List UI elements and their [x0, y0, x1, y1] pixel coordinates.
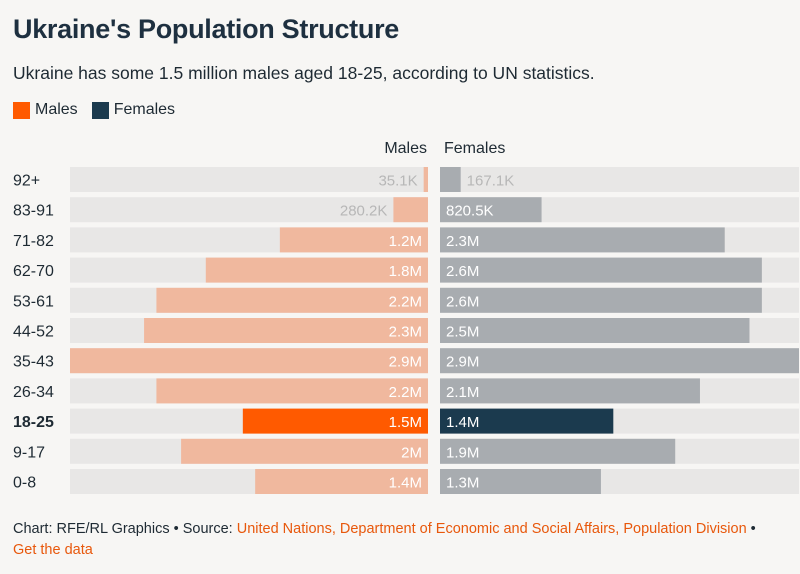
- female-value-label: 2.1M: [446, 384, 479, 401]
- male-bar: [144, 318, 428, 343]
- male-bar: [393, 197, 428, 223]
- age-group-label: 83-91: [13, 203, 54, 220]
- female-bar: [440, 378, 700, 404]
- female-value-label: 167.1K: [467, 173, 515, 190]
- age-group-label: 0-8: [13, 475, 36, 492]
- female-bar: [440, 257, 762, 283]
- footer-separator: •: [746, 521, 756, 537]
- male-value-label: 1.2M: [389, 233, 422, 250]
- age-group-label: 53-61: [13, 293, 54, 310]
- female-value-label: 2.3M: [446, 233, 479, 250]
- female-value-label: 2.9M: [446, 354, 479, 371]
- age-group-label: 62-70: [13, 263, 54, 280]
- legend-item-females: Females: [91, 101, 176, 119]
- male-value-label: 2M: [401, 444, 422, 461]
- male-bar: [255, 469, 428, 494]
- female-value-label: 2.6M: [446, 263, 479, 280]
- chart-footer: Chart: RFE/RL Graphics • Source: United …: [13, 519, 793, 561]
- female-bar: [440, 348, 799, 374]
- male-value-label: 1.8M: [389, 263, 422, 280]
- female-track: [440, 167, 799, 192]
- age-group-label: 92+: [13, 173, 40, 190]
- female-bar: [440, 287, 762, 313]
- female-value-label: 820.5K: [446, 203, 494, 220]
- female-value-label: 1.3M: [446, 475, 479, 492]
- male-value-label: 2.9M: [389, 354, 422, 371]
- age-group-label: 26-34: [13, 384, 54, 401]
- chart-subtitle: Ukraine has some 1.5 million males aged …: [13, 63, 595, 83]
- male-value-label: 1.5M: [389, 414, 422, 431]
- male-bar: [205, 257, 428, 283]
- male-bar: [70, 348, 428, 374]
- column-header-males: Males: [384, 140, 427, 157]
- legend: Males Females: [13, 101, 189, 119]
- age-group-label: 35-43: [13, 354, 54, 371]
- female-bar: [440, 318, 750, 343]
- age-group-label: 44-52: [13, 324, 54, 341]
- male-track: [70, 167, 428, 192]
- male-value-label: 2.2M: [389, 293, 422, 310]
- male-bar: [279, 227, 428, 253]
- male-bar: [242, 408, 428, 434]
- female-value-label: 1.9M: [446, 444, 479, 461]
- chart-credit: Chart: RFE/RL Graphics • Source:: [13, 521, 237, 537]
- get-the-data-link[interactable]: Get the data: [13, 542, 93, 558]
- male-value-label: 1.4M: [389, 475, 422, 492]
- male-value-label: 280.2K: [340, 203, 388, 220]
- male-track: [70, 197, 428, 223]
- female-bar: [440, 408, 614, 434]
- age-group-label: 18-25: [13, 414, 54, 431]
- column-header-females: Females: [444, 140, 506, 157]
- female-bar: [440, 438, 676, 464]
- source-link[interactable]: United Nations, Department of Economic a…: [236, 521, 747, 537]
- male-bar: [156, 378, 428, 404]
- age-group-label: 9-17: [13, 444, 45, 461]
- male-bar: [156, 287, 428, 313]
- female-bar: [440, 227, 725, 253]
- age-group-label: 71-82: [13, 233, 54, 250]
- male-value-label: 35.1K: [378, 173, 417, 190]
- female-value-label: 2.5M: [446, 324, 479, 341]
- legend-swatch-females: [91, 101, 109, 119]
- legend-label-males: Males: [35, 101, 78, 118]
- male-bar: [181, 438, 428, 464]
- female-value-label: 1.4M: [446, 414, 479, 431]
- legend-label-females: Females: [113, 101, 176, 118]
- female-value-label: 2.6M: [446, 293, 479, 310]
- male-bar: [423, 167, 428, 192]
- female-bar: [440, 197, 542, 223]
- legend-item-males: Males: [13, 101, 78, 119]
- chart-title: Ukraine's Population Structure: [13, 14, 399, 44]
- male-value-label: 2.3M: [389, 324, 422, 341]
- female-bar: [440, 469, 601, 494]
- female-bar: [440, 167, 461, 192]
- legend-swatch-males: [13, 101, 30, 119]
- male-value-label: 2.2M: [389, 384, 422, 401]
